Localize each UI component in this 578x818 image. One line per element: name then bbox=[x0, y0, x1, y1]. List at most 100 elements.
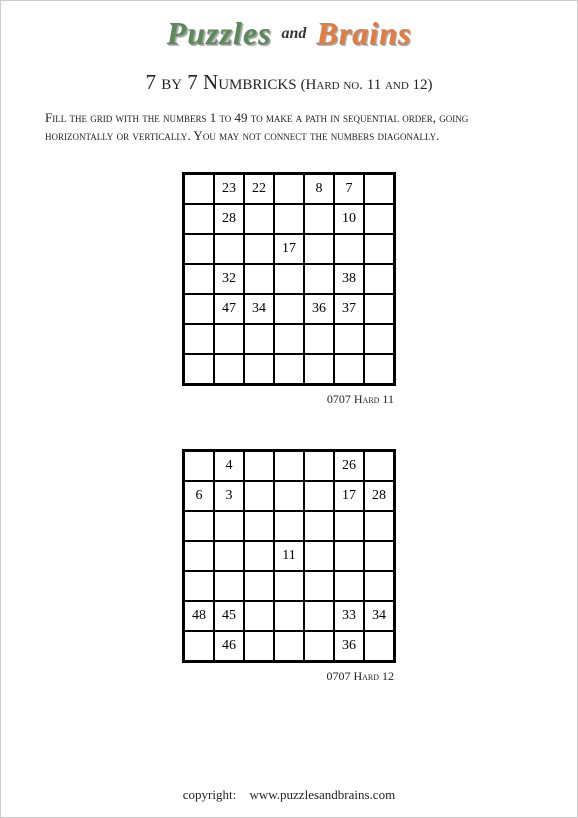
grid-cell bbox=[364, 541, 394, 571]
grid-cell bbox=[304, 571, 334, 601]
grid-cell bbox=[334, 511, 364, 541]
grid-cell: 33 bbox=[334, 601, 364, 631]
grid-cell bbox=[364, 204, 394, 234]
grid-cell bbox=[304, 204, 334, 234]
grid-cell: 11 bbox=[274, 541, 304, 571]
grid-cell bbox=[304, 451, 334, 481]
grid-cell bbox=[364, 511, 394, 541]
grid-cell bbox=[214, 234, 244, 264]
grid-cell bbox=[364, 571, 394, 601]
grid-cell bbox=[304, 541, 334, 571]
grid-cell bbox=[184, 324, 214, 354]
grid-cell bbox=[184, 294, 214, 324]
grid-cell bbox=[364, 174, 394, 204]
grid-cell: 6 bbox=[184, 481, 214, 511]
grid-cell bbox=[214, 354, 244, 384]
grid-cell bbox=[244, 511, 274, 541]
grid-cell bbox=[304, 511, 334, 541]
grid-cell bbox=[274, 571, 304, 601]
grid-cell: 46 bbox=[214, 631, 244, 661]
grid-cell bbox=[274, 481, 304, 511]
puzzle-1: 232287281017323847343637 0707 Hard 11 bbox=[1, 172, 577, 407]
grid-cell bbox=[334, 541, 364, 571]
grid-cell bbox=[184, 541, 214, 571]
footer: copyright: www.puzzlesandbrains.com bbox=[1, 787, 577, 803]
grid-cell bbox=[244, 631, 274, 661]
grid-cell: 17 bbox=[274, 234, 304, 264]
grid-cell: 32 bbox=[214, 264, 244, 294]
grid-cell bbox=[274, 451, 304, 481]
grid-cell bbox=[274, 601, 304, 631]
grid-cell bbox=[274, 354, 304, 384]
grid-cell bbox=[304, 264, 334, 294]
grid-cell: 26 bbox=[334, 451, 364, 481]
grid-cell bbox=[334, 324, 364, 354]
title-sub: (Hard no. 11 and 12) bbox=[301, 77, 433, 93]
grid-cell bbox=[304, 354, 334, 384]
grid-cell bbox=[304, 601, 334, 631]
grid-cell bbox=[274, 631, 304, 661]
page-title: 7 by 7 Numbricks (Hard no. 11 and 12) bbox=[1, 70, 577, 95]
grid-cell: 47 bbox=[214, 294, 244, 324]
grid-cell bbox=[334, 354, 364, 384]
grid-cell bbox=[244, 541, 274, 571]
grid-cell bbox=[244, 451, 274, 481]
grid-cell bbox=[364, 324, 394, 354]
grid-cell bbox=[244, 204, 274, 234]
title-main: 7 by 7 Numbricks bbox=[145, 70, 296, 94]
grid-cell bbox=[334, 571, 364, 601]
grid-cell: 17 bbox=[334, 481, 364, 511]
grid-cell bbox=[304, 631, 334, 661]
grid-cell bbox=[304, 481, 334, 511]
puzzle-1-label: 0707 Hard 11 bbox=[182, 392, 396, 407]
grid-cell bbox=[274, 294, 304, 324]
grid-cell bbox=[244, 264, 274, 294]
grid-cell bbox=[214, 511, 244, 541]
grid-cell bbox=[364, 294, 394, 324]
grid-cell: 7 bbox=[334, 174, 364, 204]
grid-cell bbox=[304, 234, 334, 264]
logo-right: Brains bbox=[316, 15, 411, 51]
footer-url: www.puzzlesandbrains.com bbox=[249, 787, 395, 802]
grid-cell: 36 bbox=[304, 294, 334, 324]
grid-cell: 3 bbox=[214, 481, 244, 511]
grid-cell: 10 bbox=[334, 204, 364, 234]
grid-cell bbox=[274, 204, 304, 234]
grid-cell bbox=[184, 204, 214, 234]
grid-cell bbox=[364, 354, 394, 384]
grid-cell bbox=[274, 264, 304, 294]
grid-cell: 38 bbox=[334, 264, 364, 294]
grid-cell: 4 bbox=[214, 451, 244, 481]
grid-cell bbox=[364, 234, 394, 264]
grid-cell: 23 bbox=[214, 174, 244, 204]
grid-cell bbox=[184, 511, 214, 541]
grid-cell bbox=[274, 174, 304, 204]
grid-cell bbox=[184, 631, 214, 661]
grid-cell bbox=[214, 541, 244, 571]
grid-cell bbox=[184, 234, 214, 264]
puzzle-2-label: 0707 Hard 12 bbox=[182, 669, 396, 684]
grid-cell: 22 bbox=[244, 174, 274, 204]
copyright-label: copyright: bbox=[183, 787, 236, 802]
grid-cell bbox=[184, 571, 214, 601]
grid-cell: 34 bbox=[244, 294, 274, 324]
logo-left: Puzzles bbox=[167, 15, 272, 51]
grid-cell bbox=[244, 234, 274, 264]
grid-cell bbox=[364, 264, 394, 294]
grid-cell bbox=[184, 451, 214, 481]
grid-cell: 45 bbox=[214, 601, 244, 631]
grid-cell bbox=[334, 234, 364, 264]
grid-cell bbox=[364, 631, 394, 661]
grid-cell bbox=[244, 571, 274, 601]
puzzle-1-grid: 232287281017323847343637 bbox=[182, 172, 396, 386]
grid-cell: 28 bbox=[214, 204, 244, 234]
grid-cell: 48 bbox=[184, 601, 214, 631]
grid-cell bbox=[184, 354, 214, 384]
grid-cell bbox=[244, 354, 274, 384]
grid-cell bbox=[184, 264, 214, 294]
grid-cell: 8 bbox=[304, 174, 334, 204]
instructions: Fill the grid with the numbers 1 to 49 t… bbox=[45, 109, 533, 144]
site-logo: Puzzles and Brains bbox=[1, 1, 577, 52]
logo-mid: and bbox=[281, 25, 306, 42]
grid-cell bbox=[244, 601, 274, 631]
